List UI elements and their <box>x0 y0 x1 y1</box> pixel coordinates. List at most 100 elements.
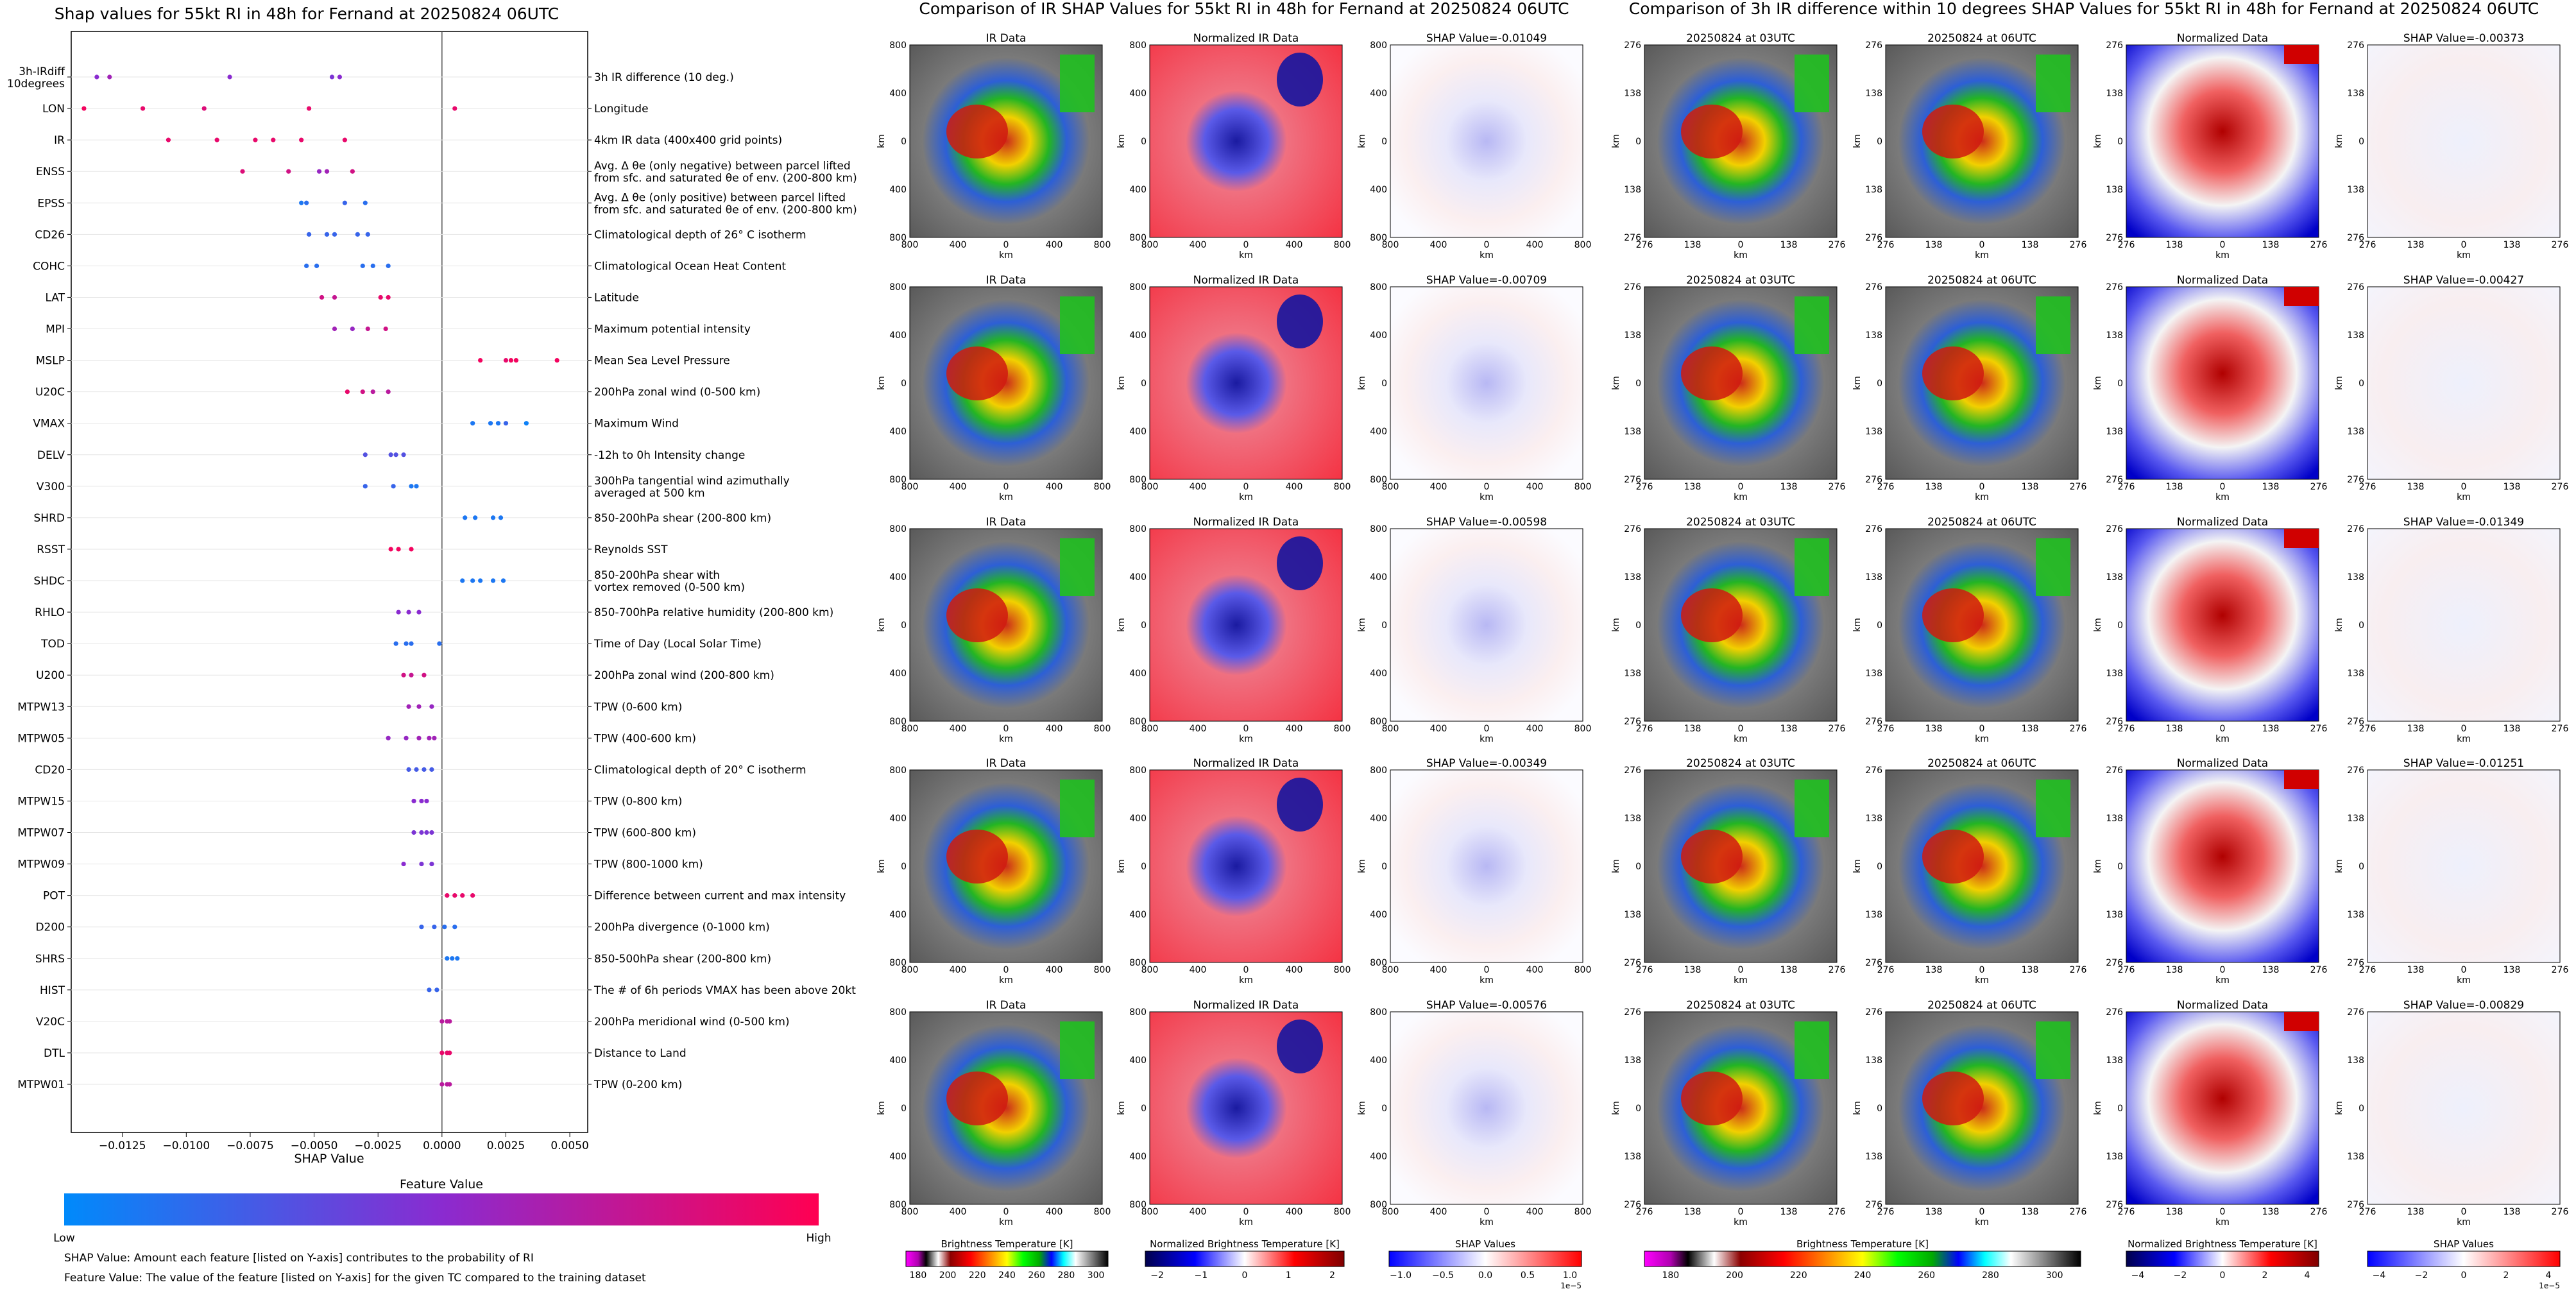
y-tick-label: 138 <box>2347 1152 2364 1162</box>
shap-point <box>406 767 411 772</box>
feature-code: 3h-IRdiff 10degrees <box>7 65 65 90</box>
y-tick-label: 0 <box>901 1104 907 1114</box>
y-tick-label: 800 <box>1129 524 1147 534</box>
storm-core <box>1922 588 1984 642</box>
feature-code: CD26 <box>35 228 65 241</box>
y-tick-label: 276 <box>1865 1007 1882 1018</box>
warm-corner <box>2284 287 2319 306</box>
y-tick-label: 800 <box>1129 1007 1147 1018</box>
shap-image <box>1390 44 1583 238</box>
y-axis-unit: km <box>1852 618 1863 632</box>
subplot-title: SHAP Value=-0.00829 <box>2403 999 2524 1012</box>
subplot-title: SHAP Value=-0.01251 <box>2403 757 2524 770</box>
y-tick-label: 138 <box>1624 1055 1641 1066</box>
x-tick-label: 400 <box>950 1207 967 1217</box>
y-tick-label: 276 <box>1624 765 1641 776</box>
x-tick-label: 400 <box>1190 1207 1207 1217</box>
x-tick-label: 276 <box>1877 240 1895 250</box>
shap-image <box>1390 528 1583 722</box>
shap-point <box>299 137 304 142</box>
x-axis-unit: km <box>1975 734 1989 744</box>
y-tick-label: 800 <box>889 282 907 293</box>
y-tick-label: 800 <box>1129 40 1147 51</box>
x-tick-label: 138 <box>1925 1207 1943 1217</box>
warm-corner <box>2284 1012 2319 1031</box>
shap-point <box>414 484 419 489</box>
cloud-band <box>1795 1021 1829 1079</box>
ir-diff-shap-comparison-panel: Comparison of 3h IR difference within 10… <box>1611 0 2568 1289</box>
y-tick-label: 400 <box>1129 185 1147 195</box>
y-tick-label: 276 <box>2347 40 2364 51</box>
colorbar-tick: 0 <box>1242 1270 1248 1281</box>
x-axis-unit: km <box>1734 492 1748 502</box>
colorbar-tick: 0.5 <box>1521 1270 1535 1281</box>
feature-code: EPSS <box>37 197 65 210</box>
y-tick-label: 138 <box>1624 910 1641 920</box>
y-axis-unit: km <box>1611 376 1621 390</box>
shap-point <box>473 515 478 520</box>
colorbar-label: Brightness Temperature [K] <box>941 1238 1073 1250</box>
y-tick-label: 276 <box>2347 475 2364 485</box>
x-tick-label: 0 <box>1484 724 1490 734</box>
shap-point <box>429 767 434 772</box>
y-tick-label: 276 <box>2347 282 2364 293</box>
shap-point <box>524 421 529 426</box>
feature-description: Climatological depth of 20° C isotherm <box>594 764 806 776</box>
x-tick-label: 400 <box>1526 1207 1544 1217</box>
feature-code: MPI <box>46 323 65 336</box>
x-tick-label: 0.0025 <box>487 1140 525 1152</box>
y-axis-unit: km <box>876 1101 887 1115</box>
shap-point <box>498 515 504 520</box>
shap-point <box>342 200 348 205</box>
y-tick-label: 276 <box>2347 524 2364 534</box>
y-axis-unit: km <box>2334 134 2344 148</box>
shap-point <box>450 956 455 961</box>
x-tick-label: 0 <box>2220 240 2226 250</box>
x-tick-label: 276 <box>2118 965 2135 975</box>
y-tick-label: 800 <box>1370 475 1387 485</box>
x-tick-label: 138 <box>2022 965 2039 975</box>
y-tick-label: 400 <box>1129 89 1147 99</box>
y-tick-label: 138 <box>1624 572 1641 583</box>
feature-code: MTPW09 <box>17 858 65 871</box>
shap-point <box>386 295 391 300</box>
x-tick-label: 276 <box>2552 965 2569 975</box>
x-tick-label: 800 <box>1094 724 1111 734</box>
x-tick-label: 138 <box>2503 1207 2521 1217</box>
feature-description: 200hPa meridional wind (0-500 km) <box>594 1016 790 1029</box>
y-tick-label: 400 <box>889 185 907 195</box>
y-axis-unit: km <box>1116 859 1127 873</box>
shap-point <box>314 263 320 268</box>
colorbar-tick: 2 <box>2262 1270 2268 1281</box>
feature-code: DTL <box>44 1047 65 1060</box>
x-tick-label: 138 <box>2262 1207 2280 1217</box>
colorbar-tick: −1.0 <box>1390 1270 1412 1281</box>
colorbar-label: SHAP Values <box>2434 1238 2494 1250</box>
y-tick-label: 0 <box>2358 379 2364 389</box>
y-tick-label: 800 <box>1129 475 1147 485</box>
x-tick-label: 800 <box>1094 1207 1111 1217</box>
y-tick-label: 276 <box>1624 40 1641 51</box>
shap-point <box>500 578 506 583</box>
x-tick-label: 138 <box>1780 482 1798 492</box>
x-tick-label: 400 <box>950 965 967 975</box>
sh2-image <box>2367 769 2561 963</box>
feature-description: 3h IR difference (10 deg.) <box>594 71 734 84</box>
x-tick-label: 276 <box>2310 240 2328 250</box>
x-tick-label: 138 <box>2166 724 2183 734</box>
feature-code: D200 <box>35 921 65 934</box>
x-tick-label: 276 <box>2310 724 2328 734</box>
x-tick-label: 0 <box>2220 724 2226 734</box>
x-axis-unit: km <box>2457 1217 2471 1227</box>
feature-description: TPW (600-800 km) <box>593 827 696 840</box>
y-tick-label: 800 <box>1370 958 1387 968</box>
y-axis-unit: km <box>1116 376 1127 390</box>
y-tick-label: 400 <box>1370 1152 1387 1162</box>
cloud-band <box>1060 1021 1095 1079</box>
feature-description: TPW (400-600 km) <box>593 732 696 745</box>
y-tick-label: 138 <box>2347 572 2364 583</box>
feature-code: MTPW07 <box>17 827 65 840</box>
x-tick-label: 800 <box>1382 1207 1399 1217</box>
x-tick-label: 276 <box>2070 482 2087 492</box>
x-tick-label: 0 <box>2461 1207 2467 1217</box>
